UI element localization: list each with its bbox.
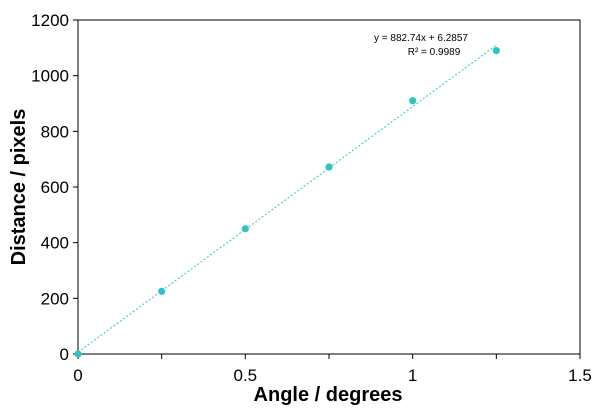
y-tick-label: 800 bbox=[41, 122, 69, 141]
x-tick-label: 0.5 bbox=[234, 366, 258, 385]
x-tick-label: 0 bbox=[73, 366, 82, 385]
data-points bbox=[74, 47, 500, 358]
trendline-r-squared: R² = 0.9989 bbox=[408, 47, 461, 58]
data-point bbox=[325, 163, 333, 171]
data-point bbox=[241, 225, 249, 233]
y-tick-label: 600 bbox=[41, 178, 69, 197]
x-tick-label: 1.5 bbox=[568, 366, 592, 385]
plot-area bbox=[77, 19, 581, 355]
y-tick-label: 1000 bbox=[31, 67, 69, 86]
x-tick-label: 1 bbox=[408, 366, 417, 385]
data-point bbox=[74, 350, 82, 358]
y-tick-label: 400 bbox=[41, 234, 69, 253]
trendline-equation: y = 882.74x + 6.2857 bbox=[374, 33, 468, 44]
data-point bbox=[492, 47, 500, 55]
axis-ticks: 0 0.5 1 1.5 0 200 400 600 800 1000 1200 bbox=[31, 11, 592, 385]
trendline-group bbox=[77, 44, 497, 353]
data-point bbox=[158, 287, 166, 295]
data-point bbox=[409, 97, 417, 105]
y-tick-label: 0 bbox=[60, 345, 69, 364]
trendline bbox=[77, 44, 497, 353]
x-axis-title: Angle / degrees bbox=[254, 384, 403, 406]
y-axis-title: Distance / pixels bbox=[8, 109, 30, 266]
y-tick-label: 200 bbox=[41, 289, 69, 308]
y-tick-label: 1200 bbox=[31, 11, 69, 30]
